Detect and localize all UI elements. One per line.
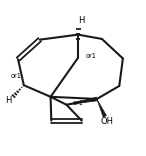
Text: H: H: [79, 16, 85, 25]
Text: H: H: [5, 96, 11, 105]
Text: OH: OH: [100, 117, 113, 126]
Text: or1: or1: [73, 100, 84, 106]
Text: or1: or1: [11, 73, 21, 79]
Polygon shape: [66, 97, 97, 105]
Text: or1: or1: [86, 53, 97, 59]
Polygon shape: [97, 99, 106, 117]
